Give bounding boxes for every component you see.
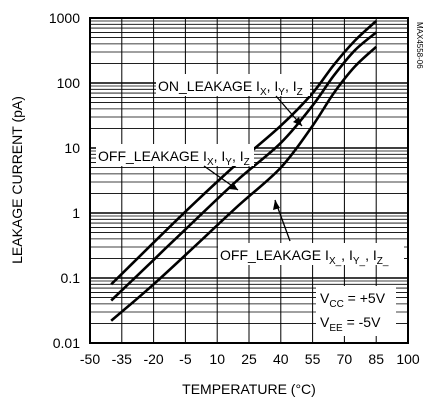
annotation-arrowheads — [229, 117, 302, 210]
y-axis-title: LEAKAGE CURRENT (pA) — [9, 96, 25, 264]
supply-labels-bg — [316, 286, 396, 336]
x-tick-label: 25 — [241, 351, 257, 367]
off-leakage-label: OFF_LEAKAGE IX, IY, IZ — [98, 148, 250, 168]
off-leakage-arrowhead — [229, 182, 238, 190]
y-tick-label: 100 — [57, 75, 81, 91]
x-tick-label: -20 — [143, 351, 163, 367]
y-tick-label: 1 — [72, 205, 80, 221]
x-tick-label: -50 — [80, 351, 100, 367]
x-tick-label: -5 — [179, 351, 192, 367]
y-tick-label: 0.01 — [53, 335, 80, 351]
series-line-on-leakage — [110, 20, 378, 286]
series-line-off-leakage-bar — [110, 45, 378, 322]
off-leakage-bar-label-bg — [218, 243, 404, 265]
plot-frame — [89, 17, 409, 344]
x-axis-title: TEMPERATURE (°C) — [182, 381, 316, 397]
x-tick-label: 70 — [337, 351, 353, 367]
y-tick-label: 0.1 — [61, 270, 81, 286]
on-leakage-label: ON_LEAKAGE IX, IY, IZ — [158, 78, 303, 98]
series-lines — [110, 20, 378, 322]
y-tick-label: 10 — [64, 140, 80, 156]
y-tick-labels: 0.01 0.1 1 10 100 1000 — [49, 10, 80, 351]
series-line-off-leakage — [110, 31, 378, 302]
on-leakage-arrowhead — [293, 117, 302, 126]
x-tick-label: 85 — [368, 351, 384, 367]
vcc-label: VCC = +5V — [320, 290, 386, 310]
x-tick-label: 55 — [305, 351, 321, 367]
x-tick-label: 40 — [273, 351, 289, 367]
vee-label: VEE = -5V — [320, 314, 381, 334]
on-leakage-label-bg — [156, 74, 310, 96]
off-leakage-label-bg — [96, 144, 254, 166]
x-tick-labels: -50 -35 -20 -5 10 25 40 55 70 85 100 — [80, 351, 420, 367]
y-tick-label: 1000 — [49, 10, 80, 26]
off-leakage-bar-arrowhead — [273, 200, 280, 210]
x-tick-label: 10 — [209, 351, 225, 367]
x-tick-label: -35 — [112, 351, 132, 367]
off-leakage-bar-label: OFF_LEAKAGE IX_, IY_, IZ_ — [220, 247, 389, 267]
part-code: MAX4558-06 — [415, 22, 424, 69]
x-tick-label: 100 — [396, 351, 420, 367]
